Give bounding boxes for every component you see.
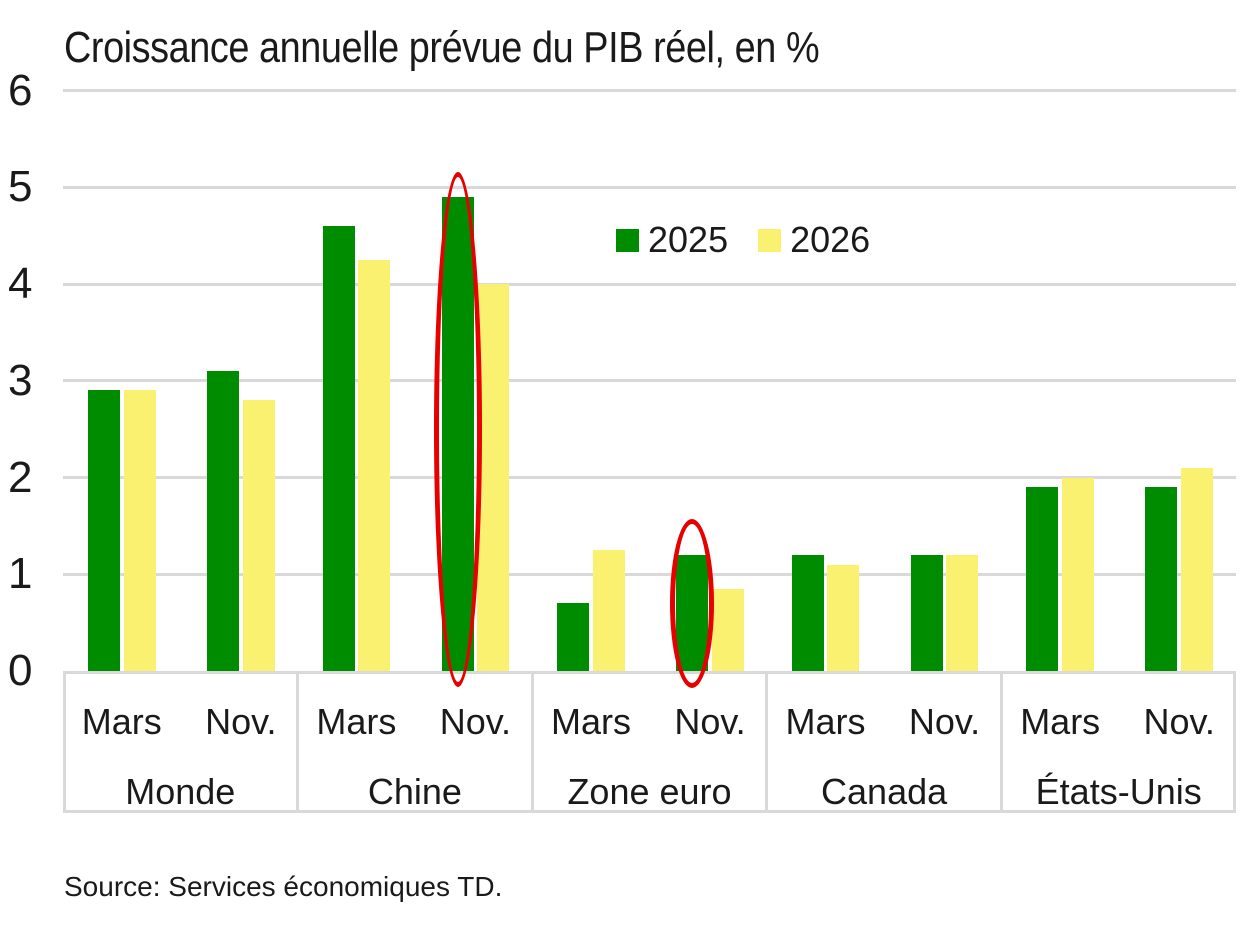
bar-etats-unis-nov--2025 (1145, 487, 1178, 671)
bar-canada-nov--2025 (910, 554, 943, 671)
y-tick-label-3: 3 (8, 355, 33, 405)
group-label-chine: Chine (367, 771, 462, 812)
group-label-etats-unis: États-Unis (1035, 771, 1202, 812)
y-tick-label-1: 1 (8, 549, 33, 599)
bar-monde-nov--2026 (242, 400, 275, 671)
legend: 2025 2026 (616, 220, 870, 260)
period-label-zone-euro-nov-: Nov. (674, 701, 746, 742)
y-tick-label-0: 0 (8, 646, 33, 695)
period-label-chine-nov-: Nov. (439, 701, 512, 742)
period-label-canada-nov-: Nov. (908, 701, 981, 742)
period-label-canada-mars: Mars (785, 701, 866, 742)
bar-monde-mars-2025 (88, 390, 120, 671)
gridline-2 (63, 476, 1236, 479)
x-axis-label-box (63, 671, 1236, 813)
legend-swatch-2025 (616, 228, 639, 252)
bar-etats-unis-nov--2026 (1180, 467, 1213, 671)
group-label-canada: Canada (821, 771, 948, 812)
axis-group-divider (530, 671, 534, 813)
bar-etats-unis-mars-2025 (1026, 487, 1059, 671)
highlight-ellipse-zone-euro-nov-2025 (670, 519, 715, 688)
legend-label-2026: 2026 (790, 219, 871, 260)
y-tick-label-4: 4 (8, 259, 33, 308)
legend-swatch-2026 (758, 228, 782, 252)
gridline-3 (63, 379, 1236, 383)
gridline-4 (63, 282, 1236, 286)
bar-monde-mars-2026 (123, 390, 156, 671)
gridline-5 (63, 185, 1236, 189)
bar-chine-mars-2026 (358, 259, 391, 671)
gridline-1 (63, 572, 1236, 576)
axis-group-divider (765, 671, 769, 813)
legend-item-2026: 2026 (758, 220, 870, 260)
bar-canada-nov--2026 (946, 554, 979, 671)
axis-group-divider (999, 671, 1003, 813)
period-label-zone-euro-mars: Mars (551, 701, 631, 742)
period-label-etats-unis-mars: Mars (1020, 701, 1101, 742)
period-label-etats-unis-nov-: Nov. (1143, 701, 1215, 742)
y-tick-label-6: 6 (8, 65, 33, 115)
bar-etats-unis-mars-2026 (1061, 477, 1094, 671)
group-label-monde: Monde (125, 771, 236, 812)
y-tick-label-2: 2 (8, 452, 33, 502)
bar-zone-euro-nov--2026 (711, 588, 744, 671)
y-tick-label-5: 5 (8, 162, 33, 212)
highlight-ellipse-chine-nov-2025 (433, 172, 482, 687)
period-label-monde-mars: Mars (81, 701, 162, 742)
bar-zone-euro-mars-2025 (557, 603, 590, 671)
legend-label-2025: 2025 (648, 219, 729, 260)
period-label-monde-nov-: Nov. (205, 701, 277, 742)
period-label-chine-mars: Mars (316, 701, 397, 742)
bar-canada-mars-2026 (827, 564, 860, 671)
axis-group-divider (296, 671, 300, 813)
bar-zone-euro-mars-2026 (592, 550, 625, 671)
bar-canada-mars-2025 (791, 554, 824, 671)
source-note: Source: Services économiques TD. (64, 871, 503, 902)
bar-monde-nov--2025 (207, 371, 239, 671)
bar-chine-nov--2026 (477, 284, 510, 671)
gridline-6 (63, 89, 1236, 92)
bar-chine-mars-2025 (322, 226, 355, 671)
legend-item-2025: 2025 (616, 220, 728, 260)
chart-title: Croissance annuelle prévue du PIB réel, … (64, 23, 820, 72)
group-label-zone-euro: Zone euro (567, 771, 732, 812)
